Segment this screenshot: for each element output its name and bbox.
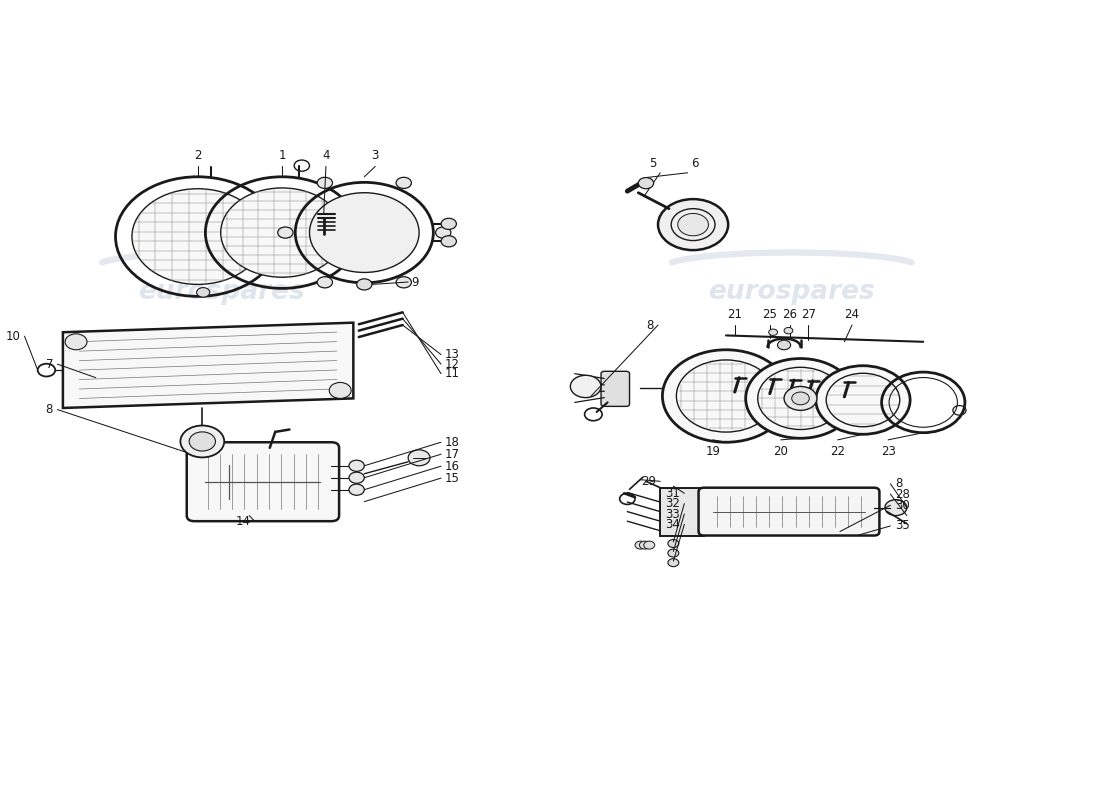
Text: 33: 33 (666, 507, 680, 521)
FancyBboxPatch shape (698, 488, 879, 535)
Circle shape (180, 426, 224, 458)
Text: 8: 8 (46, 403, 53, 416)
Circle shape (436, 227, 451, 238)
Text: 31: 31 (666, 486, 680, 500)
Text: 16: 16 (444, 460, 460, 473)
Text: 13: 13 (444, 348, 459, 361)
Circle shape (658, 199, 728, 250)
Text: 25: 25 (762, 308, 778, 321)
Text: 9: 9 (411, 275, 419, 289)
Text: 18: 18 (444, 436, 459, 449)
Circle shape (638, 178, 653, 189)
Circle shape (784, 386, 817, 410)
Bar (660, 488, 704, 535)
Circle shape (317, 277, 332, 288)
Circle shape (784, 327, 793, 334)
Circle shape (396, 277, 411, 288)
Circle shape (662, 350, 790, 442)
Text: 23: 23 (881, 445, 895, 458)
Text: 26: 26 (782, 308, 797, 321)
Circle shape (668, 549, 679, 557)
Circle shape (746, 358, 856, 438)
Circle shape (329, 382, 351, 398)
Text: 10: 10 (6, 330, 20, 342)
Text: 35: 35 (894, 519, 910, 533)
Text: 8: 8 (647, 318, 653, 331)
Circle shape (189, 432, 216, 451)
Circle shape (816, 366, 910, 434)
Circle shape (221, 188, 343, 278)
Circle shape (349, 484, 364, 495)
Text: 3: 3 (372, 150, 378, 162)
FancyBboxPatch shape (187, 442, 339, 521)
Text: 28: 28 (894, 487, 910, 501)
Text: 1: 1 (278, 150, 286, 162)
Text: 11: 11 (444, 367, 460, 380)
Text: 21: 21 (727, 308, 742, 321)
Circle shape (441, 236, 456, 247)
Circle shape (132, 189, 264, 285)
Circle shape (441, 218, 456, 230)
Circle shape (570, 375, 601, 398)
Circle shape (349, 472, 364, 483)
Text: 17: 17 (444, 448, 460, 461)
Circle shape (197, 287, 210, 297)
Circle shape (356, 279, 372, 290)
Circle shape (639, 541, 650, 549)
FancyBboxPatch shape (601, 371, 629, 406)
Circle shape (769, 329, 778, 335)
Text: 32: 32 (666, 497, 680, 510)
Polygon shape (63, 322, 353, 408)
Circle shape (644, 541, 654, 549)
Text: eurospares: eurospares (708, 279, 876, 306)
Text: 5: 5 (650, 158, 657, 170)
Circle shape (349, 460, 364, 471)
Circle shape (396, 178, 411, 189)
Text: 8: 8 (894, 478, 902, 490)
Circle shape (408, 450, 430, 466)
Text: 29: 29 (641, 475, 656, 488)
Text: 6: 6 (691, 158, 698, 170)
Circle shape (309, 193, 419, 273)
Text: 27: 27 (801, 308, 816, 321)
Circle shape (635, 541, 646, 549)
Circle shape (792, 392, 810, 405)
Text: 15: 15 (444, 472, 459, 485)
Text: 4: 4 (322, 150, 330, 162)
Circle shape (668, 558, 679, 566)
Text: 12: 12 (444, 358, 460, 370)
Text: 7: 7 (45, 358, 53, 370)
Text: 30: 30 (894, 498, 910, 512)
Text: 14: 14 (235, 514, 251, 528)
Circle shape (317, 178, 332, 189)
Text: 34: 34 (666, 518, 680, 531)
Text: 22: 22 (830, 445, 845, 458)
Circle shape (65, 334, 87, 350)
Text: 2: 2 (194, 150, 201, 162)
Text: 20: 20 (773, 445, 789, 458)
Text: eurospares: eurospares (139, 279, 305, 306)
Circle shape (678, 214, 708, 236)
Circle shape (778, 340, 791, 350)
Circle shape (277, 227, 293, 238)
Text: 19: 19 (705, 445, 720, 458)
Circle shape (668, 539, 679, 547)
Text: 24: 24 (845, 308, 859, 321)
Circle shape (884, 500, 906, 515)
